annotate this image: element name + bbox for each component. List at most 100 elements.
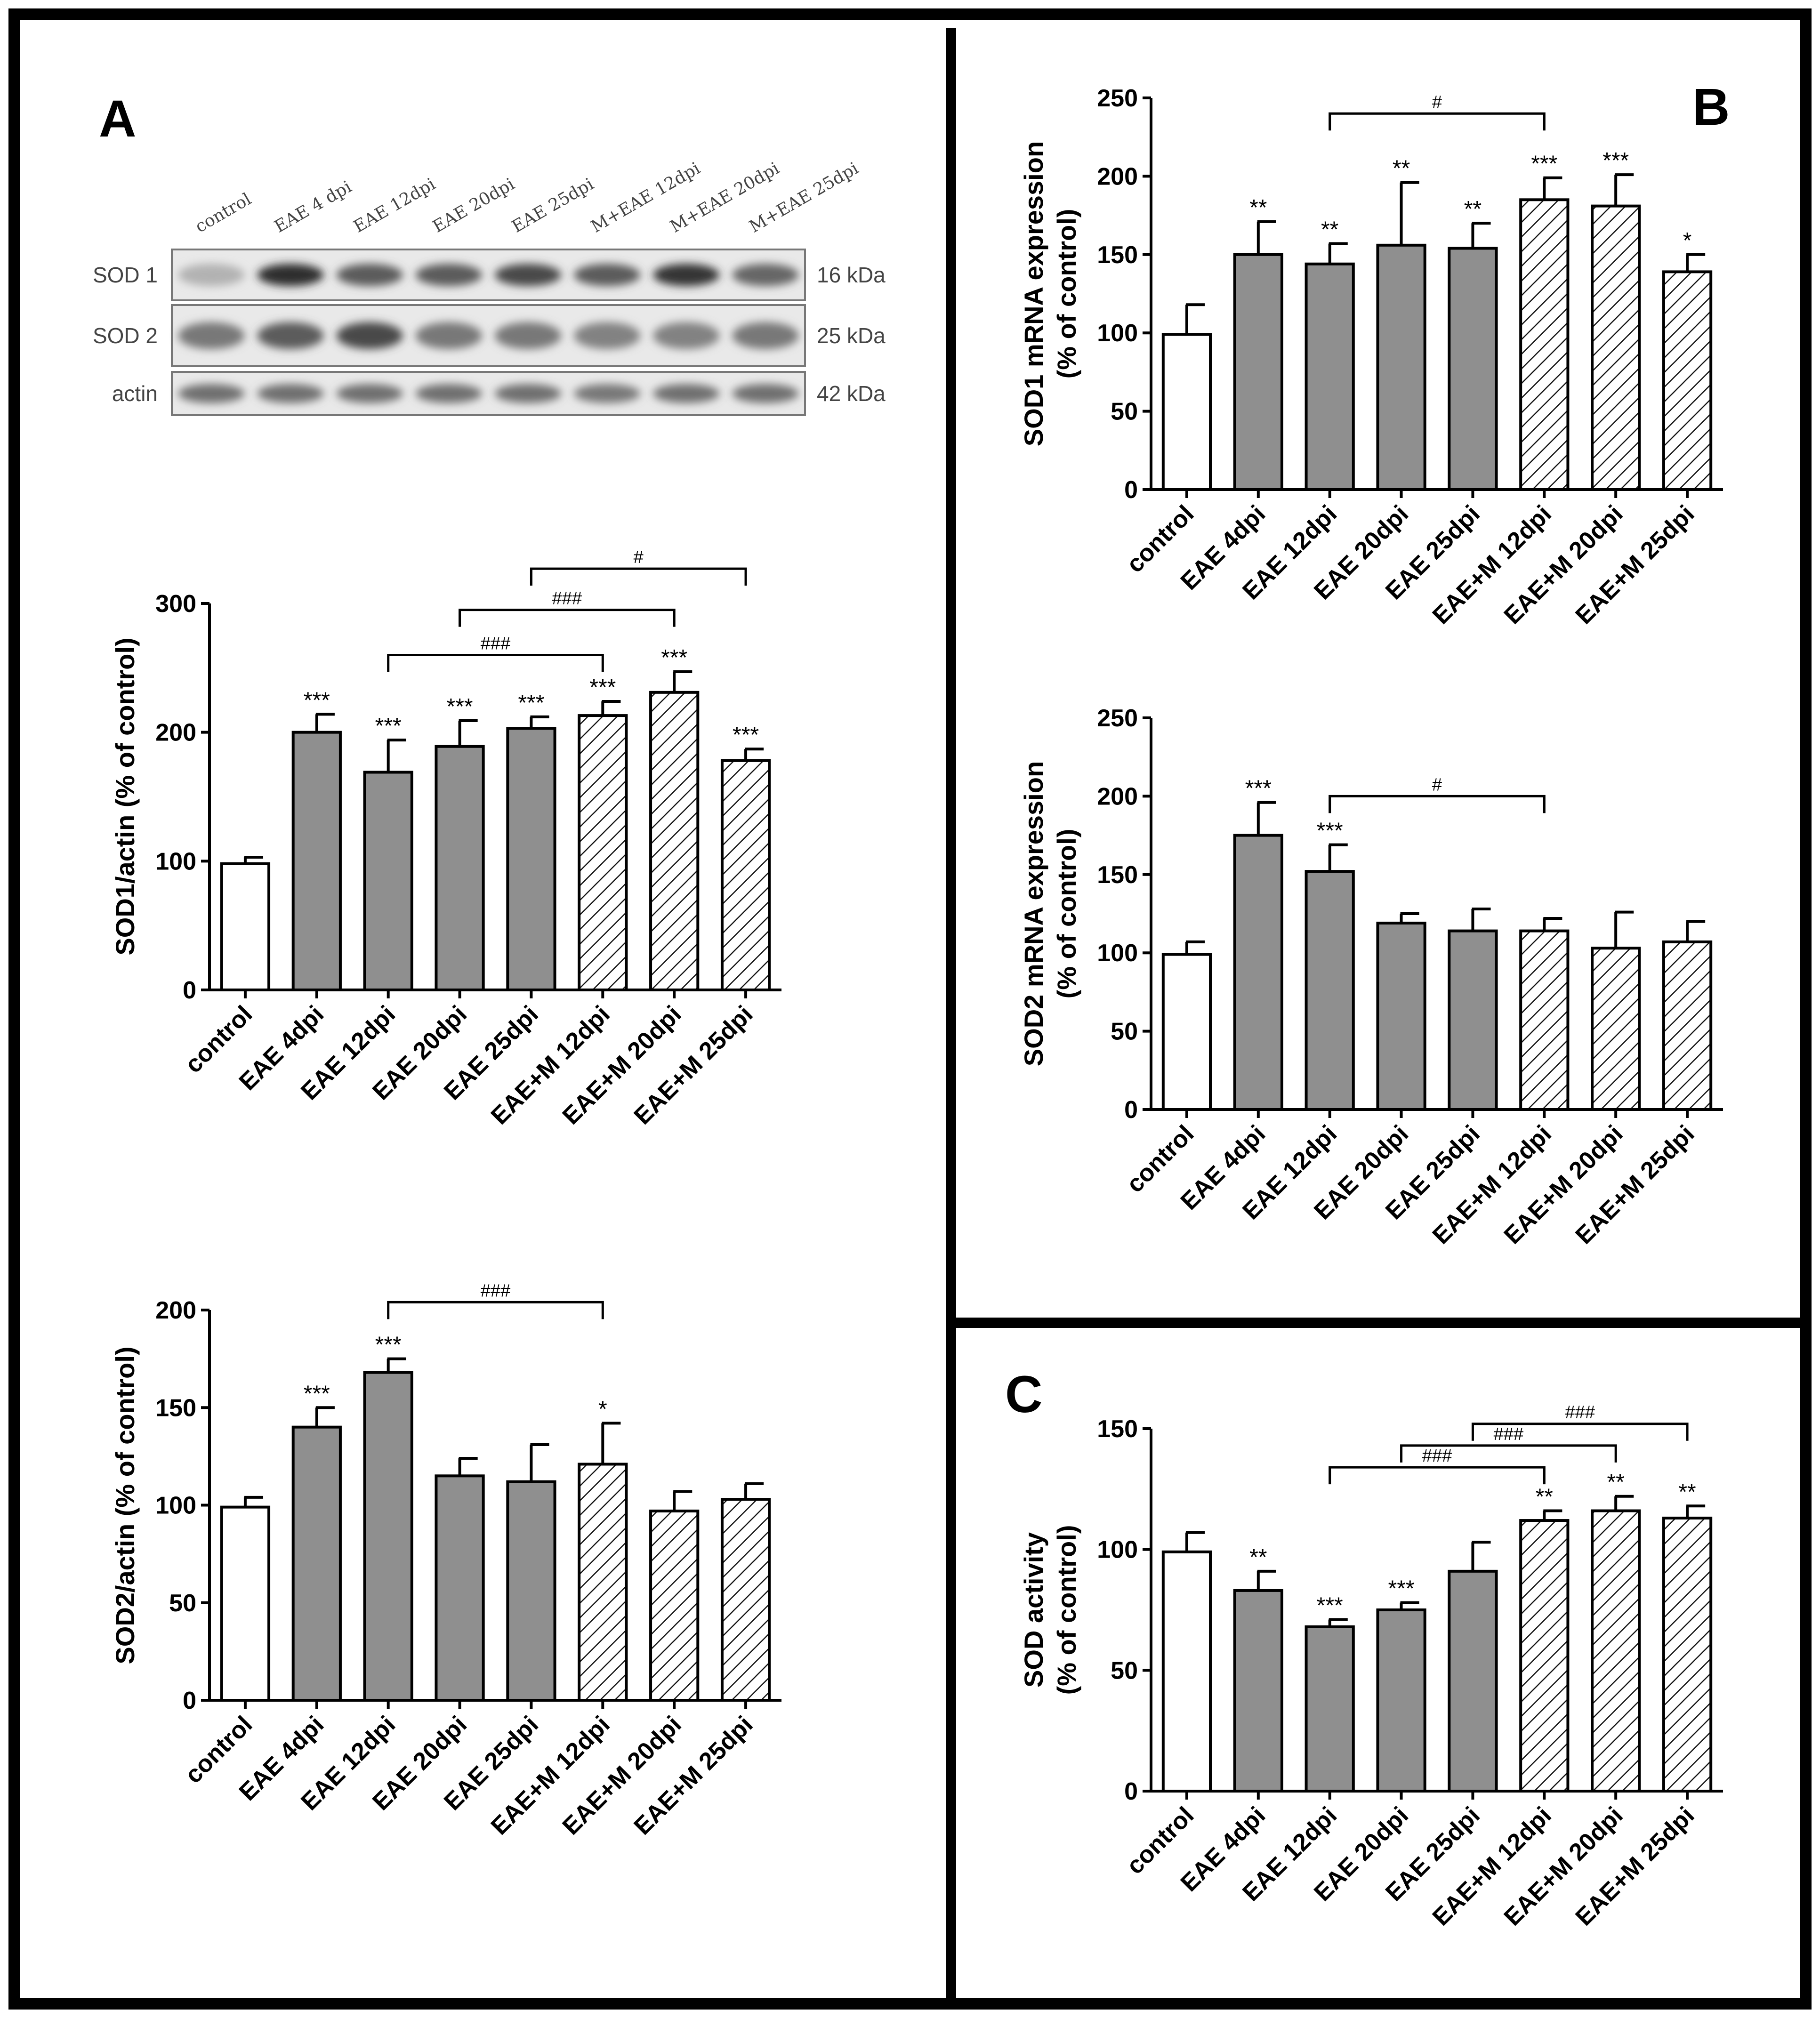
blot-row-name: actin	[112, 381, 158, 406]
blot-band	[653, 264, 720, 286]
y-tick-label: 150	[1097, 861, 1138, 889]
significance-stars: ***	[589, 675, 616, 700]
y-tick-label: 100	[1097, 320, 1138, 347]
y-axis-label: SOD2 mRNA expression	[1019, 761, 1048, 1066]
blot-band	[336, 322, 403, 349]
y-tick-label: 150	[1097, 241, 1138, 269]
panel-label-a: A	[99, 90, 136, 148]
bar	[1591, 947, 1641, 1111]
significance-stars: **	[1607, 1470, 1625, 1495]
y-tick-label: 0	[1124, 1778, 1138, 1805]
significance-stars: ***	[447, 694, 473, 719]
bar	[1161, 953, 1212, 1111]
bar	[1161, 1550, 1212, 1793]
blot-band	[494, 264, 562, 286]
blot-band	[415, 264, 483, 286]
blot-band	[336, 384, 403, 403]
y-tick-label: 50	[169, 1590, 196, 1617]
blot-band	[178, 384, 245, 403]
blot-band	[494, 322, 562, 349]
bracket-label: ###	[481, 1281, 510, 1301]
y-tick-label: 150	[155, 1394, 196, 1422]
blot-band	[653, 384, 720, 403]
y-axis-label: (% of control)	[1052, 1525, 1081, 1695]
blot-band	[732, 384, 799, 403]
significance-stars: **	[1249, 1545, 1267, 1570]
bar	[1233, 1589, 1283, 1793]
significance-stars: ***	[733, 723, 759, 748]
bar	[1305, 262, 1355, 491]
comparison-bracket	[459, 609, 676, 627]
bracket-label: ###	[481, 634, 510, 653]
bar	[649, 691, 700, 991]
y-tick-label: 250	[1097, 85, 1138, 112]
y-axis-label: SOD1 mRNA expression	[1019, 141, 1048, 446]
comparison-bracket	[1329, 112, 1546, 131]
bar	[1448, 247, 1498, 491]
bar	[649, 1509, 700, 1702]
bar	[1591, 204, 1641, 491]
blot-band	[178, 322, 245, 349]
chart-sod1-mrna: 0 50 100 150 200 250 SOD1 mRNA expression (% of…	[1019, 85, 1723, 629]
bar	[1233, 834, 1283, 1111]
blot-band	[336, 264, 403, 286]
bar	[1662, 940, 1713, 1111]
comparison-bracket	[530, 567, 747, 586]
blot-band	[494, 384, 562, 403]
significance-stars: **	[1393, 156, 1410, 181]
significance-stars: ***	[1531, 152, 1557, 177]
bar	[220, 862, 271, 991]
y-tick-label: 200	[1097, 783, 1138, 810]
blot-lane-label: EAE 4 dpi	[271, 177, 355, 236]
bar	[720, 759, 771, 991]
y-tick-label: 150	[1097, 1415, 1138, 1443]
bar	[363, 1371, 413, 1702]
bar	[363, 771, 413, 991]
significance-stars: ***	[304, 1381, 330, 1406]
y-tick-label: 0	[183, 977, 196, 1004]
significance-stars: **	[1249, 195, 1267, 220]
bar	[435, 745, 485, 991]
y-axis-label: (% of control)	[1052, 829, 1081, 999]
significance-stars: *	[1683, 228, 1692, 253]
blot-lane-label: EAE 25dpi	[508, 175, 597, 237]
bar	[1233, 253, 1283, 491]
bar	[578, 714, 628, 991]
outer-frame	[8, 8, 1812, 2010]
blot-band	[415, 384, 483, 403]
y-tick-label: 50	[1111, 1018, 1138, 1045]
y-tick-label: 200	[155, 1297, 196, 1324]
bar	[291, 1425, 342, 1702]
bar	[1662, 1516, 1713, 1793]
blot-row-size: 16 kDa	[817, 263, 886, 287]
significance-stars: ***	[1245, 776, 1272, 801]
y-axis-label: (% of control)	[1052, 209, 1081, 379]
panel-label-b: B	[1692, 78, 1730, 136]
blot-lane-label: EAE 12dpi	[350, 175, 439, 237]
bar	[1519, 929, 1570, 1111]
bar	[1376, 921, 1426, 1111]
bar	[291, 731, 342, 991]
y-tick-label: 100	[1097, 1536, 1138, 1564]
y-tick-label: 0	[1124, 1096, 1138, 1124]
blot-row-size: 42 kDa	[817, 381, 886, 406]
blot-band	[257, 322, 324, 349]
y-tick-label: 300	[155, 590, 196, 618]
bracket-label: #	[634, 547, 644, 567]
bracket-label: ###	[1422, 1446, 1452, 1466]
significance-stars: ***	[375, 714, 402, 739]
blot-row-size: 25 kDa	[817, 323, 886, 348]
blot-band	[415, 322, 483, 349]
bar	[1161, 333, 1212, 491]
blot-lane-label: EAE 20dpi	[429, 175, 518, 237]
bar	[720, 1498, 771, 1702]
y-tick-label: 200	[1097, 163, 1138, 190]
significance-stars: ***	[661, 645, 687, 670]
y-tick-label: 100	[1097, 940, 1138, 967]
y-axis-label: SOD2/actin (% of control)	[110, 1346, 140, 1664]
bar	[1376, 1608, 1426, 1793]
